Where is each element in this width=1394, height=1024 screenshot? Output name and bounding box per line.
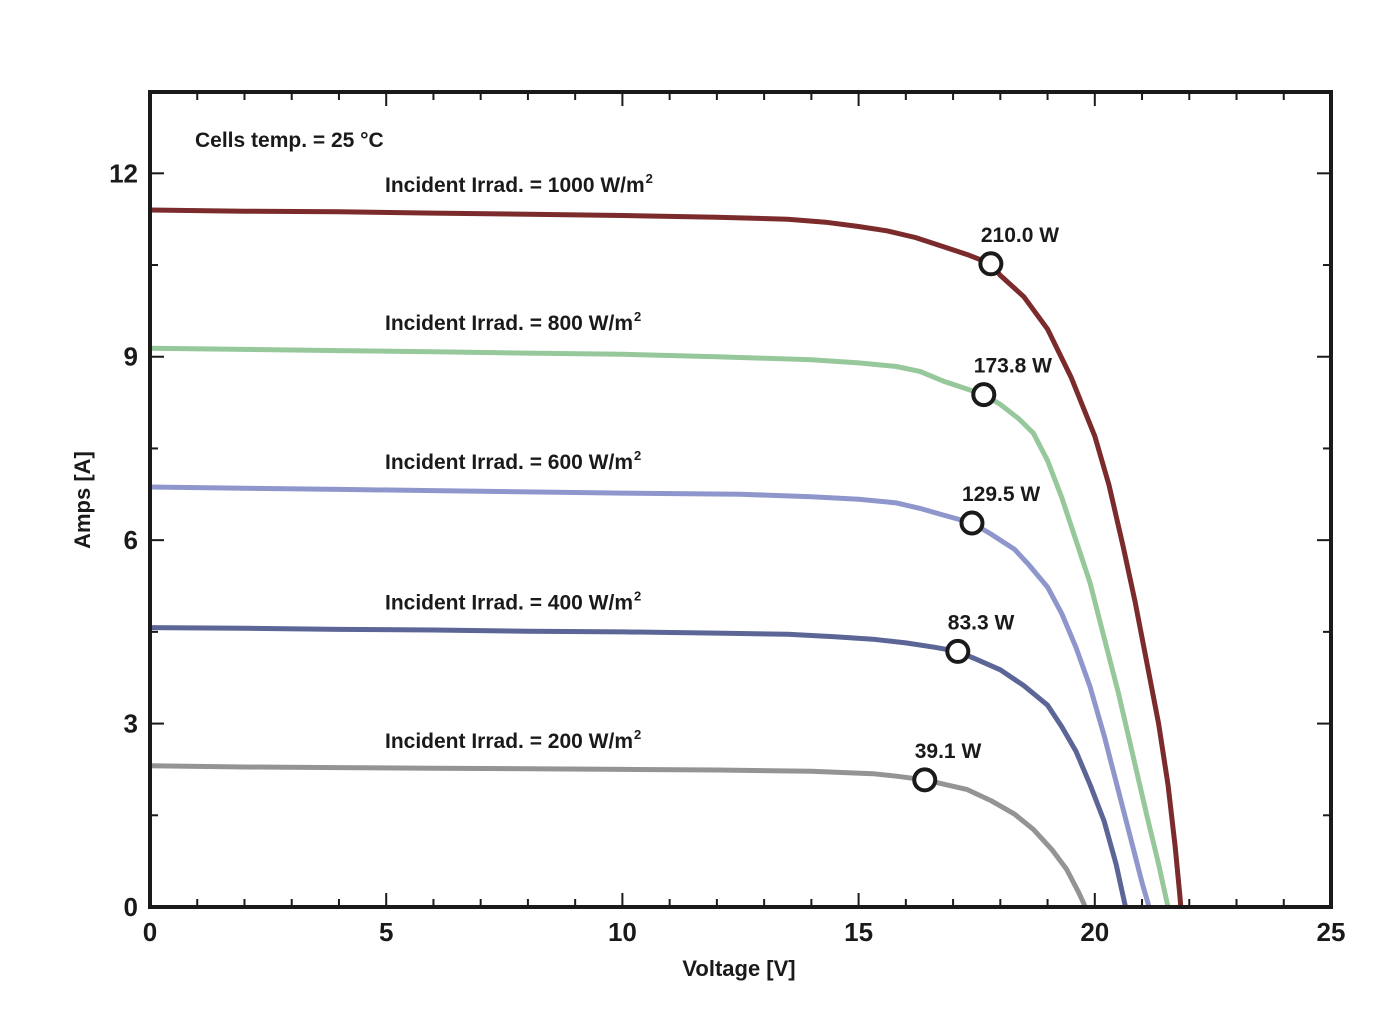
tick-labels: 0 5 10 15 20 25 0 3 6 9 12: [109, 158, 1345, 947]
series-curve-4: [149, 625, 1128, 908]
mpp-power-label-3: 129.5 W: [962, 483, 1040, 506]
series-curve-3: [149, 484, 1152, 908]
x-tick-label: 15: [844, 917, 873, 947]
axis-ticks: [149, 92, 1332, 908]
y-tick-label: 6: [124, 525, 138, 555]
mpp-power-label-4: 83.3 W: [948, 611, 1015, 634]
y-axis-title: Amps [A]: [70, 451, 95, 549]
mpp-marker-1: [978, 251, 1004, 277]
mpp-power-label-1: 210.0 W: [981, 224, 1059, 247]
y-tick-label: 9: [124, 342, 138, 372]
x-tick-label: 0: [143, 917, 157, 947]
mpp-power-label-2: 173.8 W: [974, 355, 1052, 378]
y-tick-label: 3: [124, 709, 138, 739]
x-tick-label: 10: [608, 917, 637, 947]
mpp-marker-2: [971, 382, 997, 408]
series-label-3: Incident Irrad. = 600 W/m2: [385, 448, 641, 474]
max-power-markers: [912, 251, 1004, 793]
series-curve-5: [149, 763, 1088, 909]
x-axis-title: Voltage [V]: [682, 956, 795, 981]
series-label-1: Incident Irrad. = 1000 W/m2: [385, 171, 653, 197]
series-labels: 210.0 W Incident Irrad. = 1000 W/m2 173.8 …: [385, 171, 1059, 763]
series-label-4: Incident Irrad. = 400 W/m2: [385, 589, 641, 615]
plot-frame: [148, 90, 1333, 909]
x-tick-label: 25: [1317, 917, 1346, 947]
mpp-marker-3: [959, 510, 985, 536]
mpp-marker-5: [912, 767, 938, 793]
mpp-power-label-5: 39.1 W: [915, 740, 982, 763]
x-tick-label: 20: [1080, 917, 1109, 947]
mpp-marker-4: [945, 638, 971, 664]
cells-temp-annotation: Cells temp. = 25 °C: [195, 129, 384, 152]
series-label-5: Incident Irrad. = 200 W/m2: [385, 727, 641, 753]
x-tick-label: 5: [379, 917, 393, 947]
y-tick-label: 0: [124, 892, 138, 922]
series-curves: [149, 207, 1184, 909]
y-tick-label: 12: [109, 158, 138, 188]
series-label-2: Incident Irrad. = 800 W/m2: [385, 309, 641, 335]
